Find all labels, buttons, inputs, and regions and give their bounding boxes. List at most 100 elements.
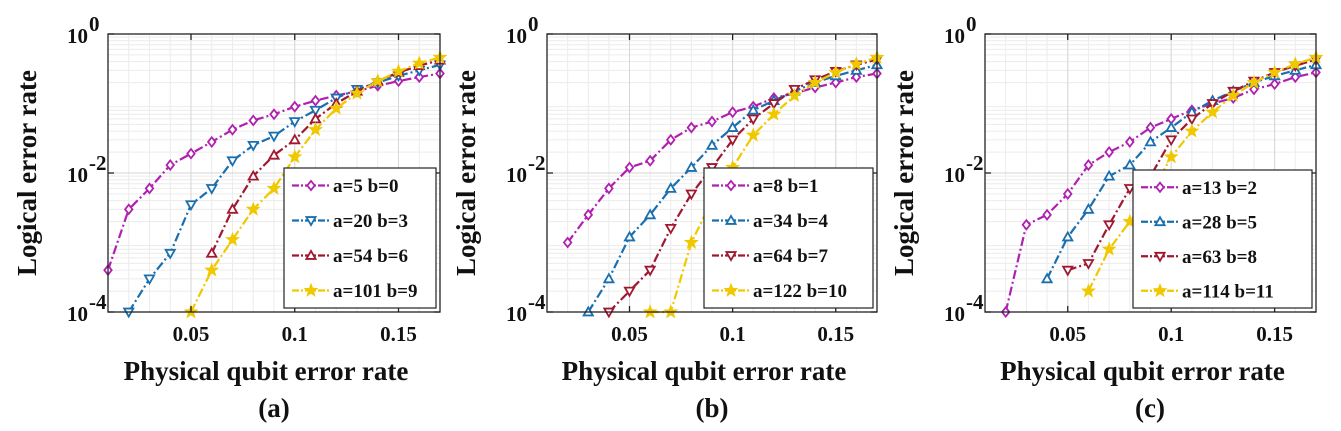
data-point [1206, 99, 1219, 110]
legend-marker [1153, 251, 1167, 263]
data-point [267, 148, 281, 160]
data-point [1205, 104, 1221, 119]
legend-label: a=28 b=5 [1182, 212, 1257, 233]
data-point [645, 154, 655, 167]
data-point [685, 189, 698, 201]
data-point [583, 208, 594, 221]
series-line [210, 59, 441, 254]
series-a-101-b-9 [183, 49, 448, 319]
data-point [830, 76, 841, 89]
legend-marker [1155, 181, 1165, 194]
data-point [1165, 121, 1178, 132]
data-point [266, 180, 282, 195]
data-point [705, 138, 719, 150]
legend: a=8 b=1 a=34 b=4 a=64 b=7 a=122 b=10 [703, 167, 874, 309]
y-tick-label: 10 [944, 24, 965, 48]
y-tick-exponent: -2 [966, 151, 984, 175]
legend-label: a=54 b=6 [333, 246, 408, 267]
x-tick-label: 0.1 [282, 322, 308, 346]
x-axis-label: Physical qubit error rate [1000, 356, 1285, 386]
y-tick-exponent: 0 [89, 12, 100, 36]
data-point [245, 201, 261, 216]
legend-label: a=63 b=8 [1182, 247, 1257, 268]
data-point [787, 87, 802, 102]
legend-label: a=101 b=9 [333, 281, 417, 302]
data-point [1290, 71, 1301, 84]
data-point [665, 133, 676, 146]
data-point [747, 114, 760, 126]
legend-label: a=34 b=4 [753, 211, 828, 232]
y-tick-label: 10 [506, 24, 527, 48]
y-tick-label: 10 [67, 24, 88, 48]
data-point [186, 147, 196, 160]
legend-marker [724, 251, 738, 262]
data-point [848, 56, 864, 71]
data-point [269, 108, 279, 121]
data-point [726, 121, 739, 132]
series-line [608, 58, 878, 313]
data-point [685, 161, 698, 172]
y-tick-label: 10 [67, 302, 88, 326]
data-point [1185, 114, 1199, 126]
data-point [1144, 135, 1157, 147]
x-tick-label: 0.05 [1049, 322, 1086, 346]
y-tick-label: 10 [67, 163, 88, 187]
x-tick-label: 0.15 [380, 322, 417, 346]
data-point [123, 203, 134, 216]
data-point [204, 262, 220, 277]
data-point [604, 182, 614, 195]
data-point [164, 248, 177, 260]
data-point [308, 121, 323, 137]
y-axis-label: Logical error rate [889, 70, 919, 276]
legend-box [1132, 169, 1313, 309]
data-point [328, 100, 344, 115]
y-tick-exponent: 0 [966, 12, 977, 36]
data-point [247, 169, 260, 181]
data-point [289, 100, 300, 113]
y-tick-exponent: -2 [528, 151, 546, 175]
legend-marker [303, 282, 319, 297]
x-tick-label: 0.15 [1256, 322, 1293, 346]
data-point [766, 106, 782, 121]
y-tick-label: 10 [944, 163, 965, 187]
data-point [707, 115, 717, 128]
data-point [288, 133, 301, 145]
data-point [247, 140, 260, 152]
data-point [1287, 56, 1303, 71]
data-point [1082, 259, 1095, 270]
data-point [267, 131, 281, 143]
legend-box [283, 167, 437, 309]
y-tick-exponent: 0 [528, 12, 539, 36]
data-point [602, 272, 616, 284]
panel-label: (b) [696, 393, 729, 423]
y-tick-exponent: -4 [89, 290, 107, 314]
data-point [1062, 187, 1073, 200]
data-point [184, 200, 198, 212]
legend-box [703, 167, 874, 309]
x-tick-label: 0.1 [720, 322, 746, 346]
y-tick-label: 10 [506, 163, 527, 187]
data-point [288, 117, 301, 128]
data-point [1225, 87, 1241, 102]
data-point [287, 149, 303, 164]
data-point [1123, 158, 1136, 170]
data-point [1246, 74, 1262, 89]
data-point [1042, 208, 1052, 221]
data-point [205, 184, 218, 195]
data-point [1165, 135, 1178, 147]
x-axis-label: Physical qubit error rate [124, 356, 409, 386]
data-point [206, 135, 217, 148]
legend: a=5 b=0 a=20 b=3 a=54 b=6 a=101 b=9 [283, 167, 437, 309]
y-tick-exponent: -4 [528, 290, 546, 314]
data-point [1061, 265, 1074, 277]
series-line [587, 63, 878, 313]
data-point [686, 121, 697, 134]
data-point [1102, 169, 1116, 181]
data-point [1145, 121, 1156, 134]
data-point [1082, 202, 1095, 214]
data-point [227, 123, 238, 136]
